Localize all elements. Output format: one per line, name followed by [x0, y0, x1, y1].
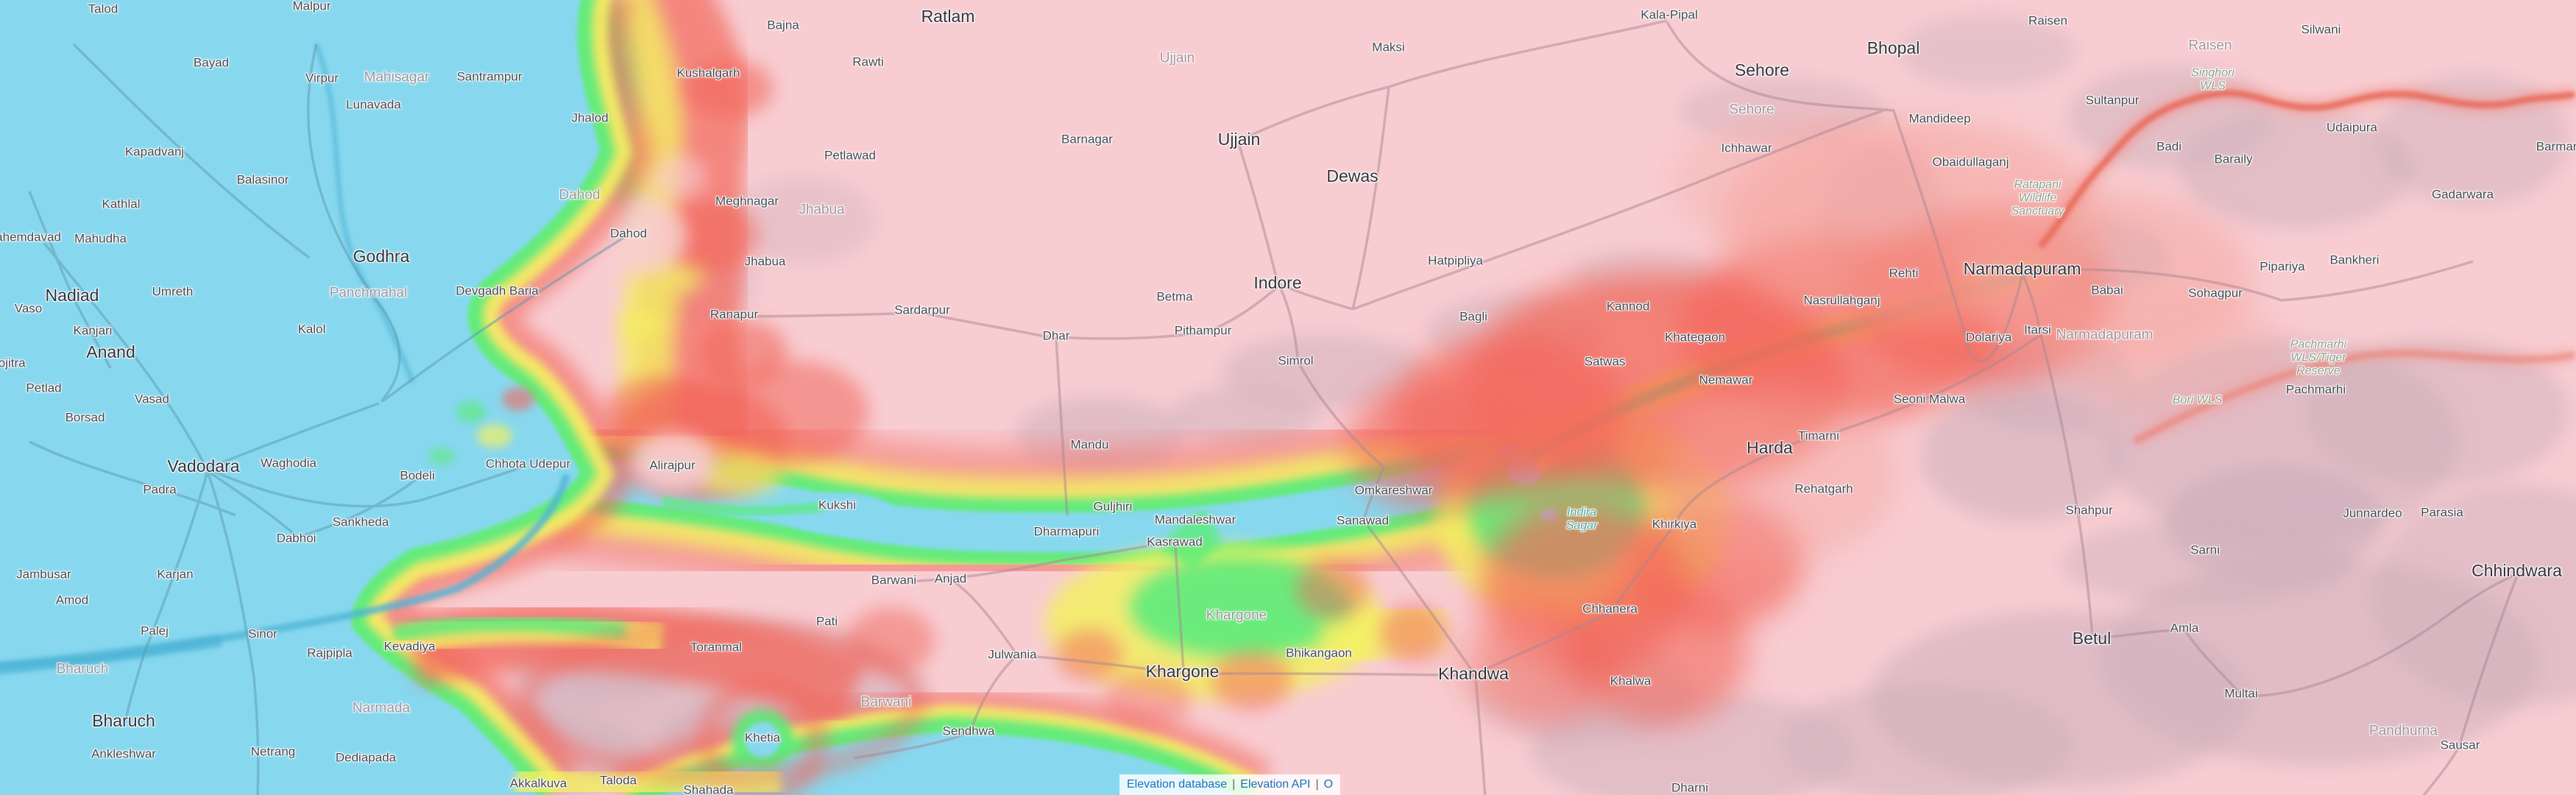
khargone-basin [1045, 508, 1447, 729]
narmada-valley [550, 385, 1535, 618]
west-satpura [392, 601, 935, 795]
road-network [735, 19, 2519, 795]
upper-narmada-river [2033, 83, 2576, 450]
attribution-separator: | [1232, 778, 1236, 791]
lowland-rivers [0, 43, 570, 675]
attribution-link[interactable]: Elevation API [1240, 778, 1311, 791]
attribution-link[interactable]: O [1323, 778, 1334, 791]
attribution-bar: Elevation database | Elevation API | O [1119, 774, 1341, 795]
attribution-separator: | [1315, 778, 1319, 791]
attribution-link[interactable]: Elevation database [1127, 778, 1228, 791]
gujarat-lowland [0, 0, 600, 795]
alirajpur-zone [428, 361, 868, 517]
lowland-roads [28, 43, 628, 795]
